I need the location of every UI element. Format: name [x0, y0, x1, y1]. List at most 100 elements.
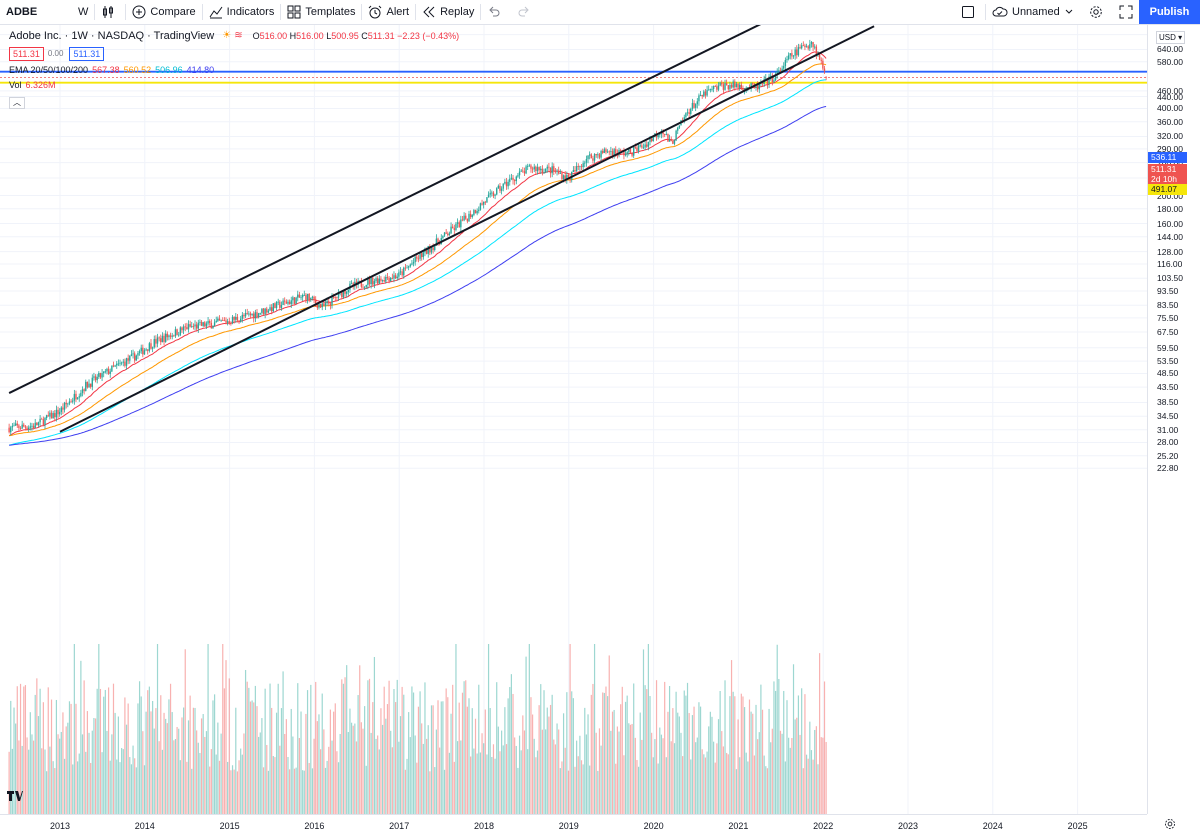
candle-body [241, 314, 244, 319]
compare-button[interactable]: Compare [126, 0, 201, 24]
replay-button[interactable]: Replay [416, 0, 480, 24]
chart-type-button[interactable] [95, 0, 125, 24]
candle-body [269, 307, 271, 311]
volume-bar [595, 732, 597, 814]
volume-bar [748, 699, 751, 814]
volume-bar [447, 697, 449, 814]
volume-bar [31, 734, 33, 814]
templates-button[interactable]: Templates [281, 0, 361, 24]
volume-bar [360, 722, 362, 814]
candle-body [597, 154, 599, 156]
indicators-icon [209, 5, 223, 19]
volume-bar [770, 742, 772, 814]
candle-body [451, 226, 454, 229]
volume-bar [525, 656, 527, 814]
volume-bar [306, 690, 309, 814]
volume-bar [272, 756, 274, 814]
volume-bar [107, 687, 110, 814]
volume-bar [624, 701, 627, 814]
candle-body [199, 321, 201, 323]
candle-body [220, 319, 222, 321]
indicators-button[interactable]: Indicators [203, 0, 281, 24]
volume-bar [137, 703, 139, 814]
candle-body [513, 180, 516, 182]
undo-button[interactable] [481, 0, 511, 24]
candle-body [662, 131, 664, 135]
volume-bar [527, 749, 529, 814]
ema100-value: 506.96 [155, 64, 183, 75]
candle-body [404, 267, 407, 269]
collapse-legend-button[interactable]: ︿ [9, 95, 459, 110]
volume-bar [730, 660, 733, 814]
interval-button[interactable]: W [72, 0, 94, 24]
volume-bar [179, 760, 181, 814]
symbol-label: ADBE [6, 6, 38, 18]
time-scale-settings-button[interactable] [1160, 817, 1180, 835]
candle-body [403, 267, 405, 276]
publish-label: Publish [1149, 6, 1190, 18]
replay-label: Replay [440, 6, 475, 18]
layout-menu-button[interactable]: Unnamed [986, 0, 1083, 24]
candle-body [31, 425, 33, 427]
candle-body [592, 158, 594, 161]
volume-bar [732, 691, 734, 814]
volume-legend[interactable]: Vol 6.326M [9, 77, 459, 92]
candle-body [575, 166, 578, 172]
volume-bar [199, 752, 201, 814]
volume-bar [349, 708, 351, 814]
candle-body [192, 326, 195, 327]
publish-button[interactable]: Publish [1139, 0, 1200, 24]
volume-bar [445, 688, 447, 814]
volume-bar [135, 767, 137, 814]
volume-bar [130, 764, 133, 814]
volume-bar [184, 649, 186, 814]
candle-body [138, 351, 141, 354]
volume-bar [564, 747, 566, 814]
candle-body [417, 258, 420, 260]
sell-button[interactable]: 511.31 [9, 46, 44, 61]
alert-button[interactable]: Alert [362, 0, 415, 24]
candle-body [807, 46, 809, 49]
volume-bar [65, 726, 67, 814]
currency-selector[interactable]: USD ▾ [1156, 31, 1186, 44]
ema200-line [9, 106, 827, 446]
time-scale[interactable]: 2013 2014 2015 2016 2017 2018 2019 2020 2021 2022… [0, 791, 1147, 839]
volume-bar [122, 749, 124, 814]
candle-body [264, 308, 266, 314]
volume-bar [80, 660, 82, 814]
volume-bar [654, 739, 656, 814]
candle-body [468, 213, 470, 222]
trend-channel[interactable] [8, 25, 875, 433]
candle-body [145, 349, 147, 351]
tradingview-logo[interactable] [4, 785, 26, 807]
candle-body [256, 312, 258, 318]
candle-body [106, 368, 108, 372]
volume-bar [417, 706, 420, 814]
candle-body [147, 349, 149, 351]
volume-bar [55, 699, 58, 814]
candle-body [623, 150, 625, 156]
alert-label: Alert [386, 6, 410, 18]
volume-bar [528, 644, 530, 814]
fullscreen-toggle[interactable] [955, 0, 985, 24]
ema-legend[interactable]: EMA 20/50/100/200 567.38 560.52 506.96 4… [9, 62, 459, 77]
candle-body [55, 409, 58, 418]
symbol-search[interactable]: ADBE [0, 0, 72, 24]
candle-body [491, 192, 493, 194]
price-chart[interactable] [0, 25, 1147, 814]
volume-bar [49, 746, 51, 814]
volume-bar [178, 728, 180, 814]
volume-bar [437, 700, 439, 814]
undo-icon [487, 5, 501, 19]
settings-button[interactable] [1083, 0, 1113, 24]
redo-button[interactable] [511, 0, 541, 24]
volume-bar [726, 752, 728, 814]
fullscreen-button[interactable] [1113, 0, 1143, 24]
candle-body [89, 383, 92, 387]
candle-body [156, 337, 159, 344]
buy-button[interactable]: 511.31 [69, 46, 105, 61]
price-scale[interactable]: USD ▾ 640.00 580.00 460.00 440.00 400.00 360.… [1147, 25, 1200, 814]
candle-body [727, 85, 729, 90]
volume-bar [220, 733, 222, 814]
volume-bar [218, 760, 221, 814]
